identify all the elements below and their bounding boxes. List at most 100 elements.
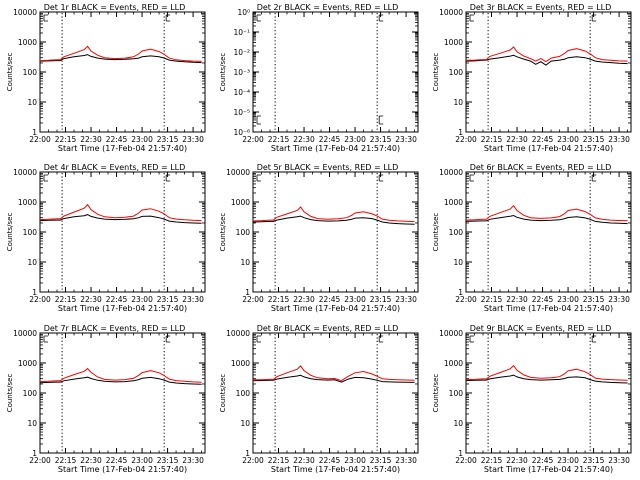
x-tick-label: 23:00 [557,456,579,465]
x-tick-label: 23:00 [131,456,153,465]
plot-frame [39,171,206,293]
panel-title: Det 8r BLACK = Events, RED = LLD [257,324,399,333]
y-tick-label: 100 [449,68,464,77]
bracket-marker [469,335,474,343]
y-axis-label: Counts/sec [432,374,440,413]
x-tick-label: 23:00 [131,135,153,144]
y-tick-label: 10⁻⁴ [233,88,250,97]
plot-frame [252,332,419,454]
x-tick-label: 22:30 [293,456,315,465]
x-axis-label: Start Time (17-Feb-04 21:57:40) [58,465,187,474]
x-tick-label: 22:45 [532,135,554,144]
panel-title: Det 6r BLACK = Events, RED = LLD [470,163,612,172]
x-tick-label: 22:45 [532,456,554,465]
x-tick-label: 22:45 [319,295,341,304]
x-tick-label: 23:30 [608,135,630,144]
x-tick-label: 22:30 [293,135,315,144]
y-tick-label: 1000 [444,38,463,47]
lld-series-line [465,204,628,222]
x-tick-label: 23:30 [182,295,204,304]
detector-panel: Det 1r BLACK = Events, RED = LLD 1 10 100 10… [6,3,206,153]
detector-panel: Det 3r BLACK = Events, RED = LLD 1 10 100 10… [432,3,632,153]
x-tick-label: 22:30 [506,295,528,304]
detector-panel: Det 5r BLACK = Events, RED = LLD 1 10 100 10… [219,163,419,313]
x-tick-label: 23:30 [182,135,204,144]
detector-panel: Det 7r BLACK = Events, RED = LLD 1 10 100 10… [6,324,206,474]
x-tick-label: 23:15 [157,456,179,465]
x-tick-label: 22:00 [242,135,264,144]
x-tick-label: 22:00 [29,135,51,144]
x-tick-label: 22:15 [268,456,290,465]
x-tick-label: 23:00 [557,135,579,144]
x-tick-label: 22:00 [455,295,477,304]
x-tick-label: 22:00 [29,456,51,465]
panel-title: Det 1r BLACK = Events, RED = LLD [44,3,186,12]
y-tick-label: 10⁻² [233,48,250,57]
y-tick-label: 10 [453,98,463,107]
y-tick-label: 100 [23,389,38,398]
y-tick-label: 100 [449,228,464,237]
x-tick-label: 22:15 [268,135,290,144]
y-axis-label: Counts/sec [219,213,227,252]
plot-frame [252,171,419,293]
y-tick-label: 10000 [226,168,250,177]
y-tick-label: 10000 [439,329,463,338]
x-tick-label: 23:15 [370,135,392,144]
x-axis-label: Start Time (17-Feb-04 21:57:40) [484,304,613,313]
x-tick-label: 22:00 [455,135,477,144]
bracket-marker [378,14,384,22]
x-tick-label: 22:30 [80,295,102,304]
x-tick-label: 23:00 [131,295,153,304]
y-tick-label: 10⁻³ [233,68,250,77]
bracket-marker [256,335,261,343]
x-tick-label: 23:30 [395,135,417,144]
x-tick-label: 22:00 [242,456,264,465]
x-tick-label: 23:30 [608,295,630,304]
x-tick-label: 22:15 [55,135,77,144]
y-tick-label: 1000 [18,198,37,207]
y-tick-label: 100 [23,68,38,77]
bracket-marker [165,335,171,343]
lld-series-line [252,206,415,223]
y-tick-label: 1 [458,128,463,137]
x-tick-label: 22:30 [80,456,102,465]
x-tick-label: 23:15 [583,295,605,304]
y-tick-label: 1 [458,449,463,458]
y-axis-label: Counts/sec [6,53,14,92]
x-tick-label: 23:30 [608,456,630,465]
y-tick-label: 1 [245,449,250,458]
y-tick-label: 10000 [226,329,250,338]
bracket-marker [256,174,261,182]
x-tick-label: 22:15 [55,456,77,465]
x-tick-label: 22:45 [106,295,128,304]
x-tick-label: 23:15 [157,295,179,304]
events-series-line [465,214,628,225]
y-tick-label: 10000 [439,8,463,17]
bracket-marker [378,335,384,343]
y-tick-label: 10000 [13,168,37,177]
bracket-marker [591,14,597,22]
y-tick-label: 1000 [231,198,250,207]
y-tick-label: 10000 [13,8,37,17]
x-tick-label: 23:15 [583,135,605,144]
x-axis-label: Start Time (17-Feb-04 21:57:40) [484,465,613,474]
y-tick-label: 10 [27,258,37,267]
y-axis-label: Counts/sec [6,374,14,413]
y-axis-label: Counts/sec [432,53,440,92]
events-series-line [39,376,202,385]
y-tick-label: 10⁻⁶ [233,128,250,137]
x-tick-label: 22:30 [80,135,102,144]
y-tick-label: 10 [240,258,250,267]
panel-title: Det 9r BLACK = Events, RED = LLD [470,324,612,333]
y-tick-label: 10⁻⁵ [233,108,250,117]
x-axis-label: Start Time (17-Feb-04 21:57:40) [58,144,187,153]
x-axis-label: Start Time (17-Feb-04 21:57:40) [271,465,400,474]
lld-series-line [39,45,202,62]
plot-frame [465,332,632,454]
plot-frame [465,11,632,133]
y-tick-label: 1000 [18,38,37,47]
x-tick-label: 22:00 [455,456,477,465]
y-tick-label: 10000 [13,329,37,338]
x-tick-label: 22:30 [506,456,528,465]
x-axis-label: Start Time (17-Feb-04 21:57:40) [58,304,187,313]
